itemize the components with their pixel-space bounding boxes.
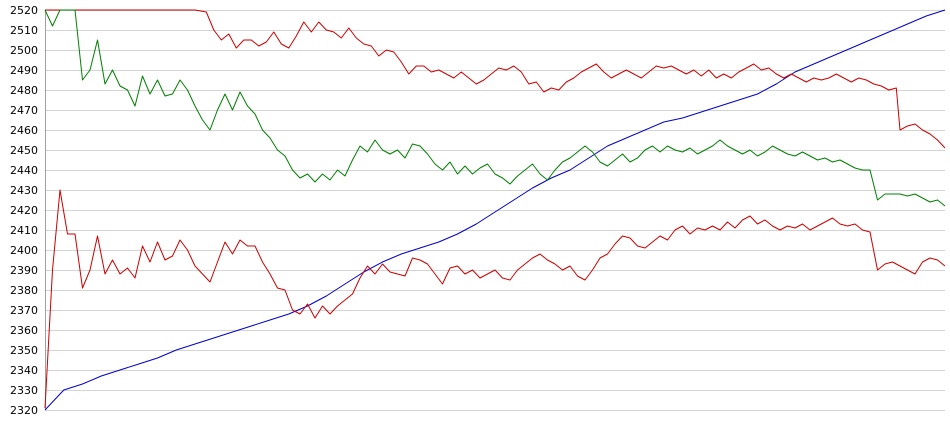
- y-tick-label: 2420: [10, 204, 38, 217]
- y-tick-label: 2480: [10, 84, 38, 97]
- y-tick-label: 2500: [10, 44, 38, 57]
- y-tick-label: 2320: [10, 404, 38, 417]
- y-tick-label: 2490: [10, 64, 38, 77]
- y-tick-label: 2410: [10, 224, 38, 237]
- y-tick-label: 2430: [10, 184, 38, 197]
- y-tick-label: 2390: [10, 264, 38, 277]
- y-tick-label: 2470: [10, 104, 38, 117]
- series-line-4: [44, 189, 946, 409]
- y-tick-label: 2370: [10, 304, 38, 317]
- y-tick-label: 2380: [10, 284, 38, 297]
- y-tick-labels: 2320 2330 2340 2350 2360 2370 2380 2390 2400 2410…: [10, 4, 38, 417]
- y-tick-label: 2360: [10, 324, 38, 337]
- y-tick-label: 2350: [10, 344, 38, 357]
- y-tick-label: 2510: [10, 24, 38, 37]
- series-line-1: [44, 9, 946, 411]
- y-tick-label: 2440: [10, 164, 38, 177]
- y-tick-label: 2520: [10, 4, 38, 17]
- y-tick-label: 2340: [10, 364, 38, 377]
- y-tick-label: 2330: [10, 384, 38, 397]
- series-line-3: [44, 9, 946, 207]
- series-lines: [44, 9, 946, 411]
- y-tick-label: 2460: [10, 124, 38, 137]
- series-line-2: [45, 9, 946, 149]
- y-tick-label: 2450: [10, 144, 38, 157]
- y-tick-label: 2400: [10, 244, 38, 257]
